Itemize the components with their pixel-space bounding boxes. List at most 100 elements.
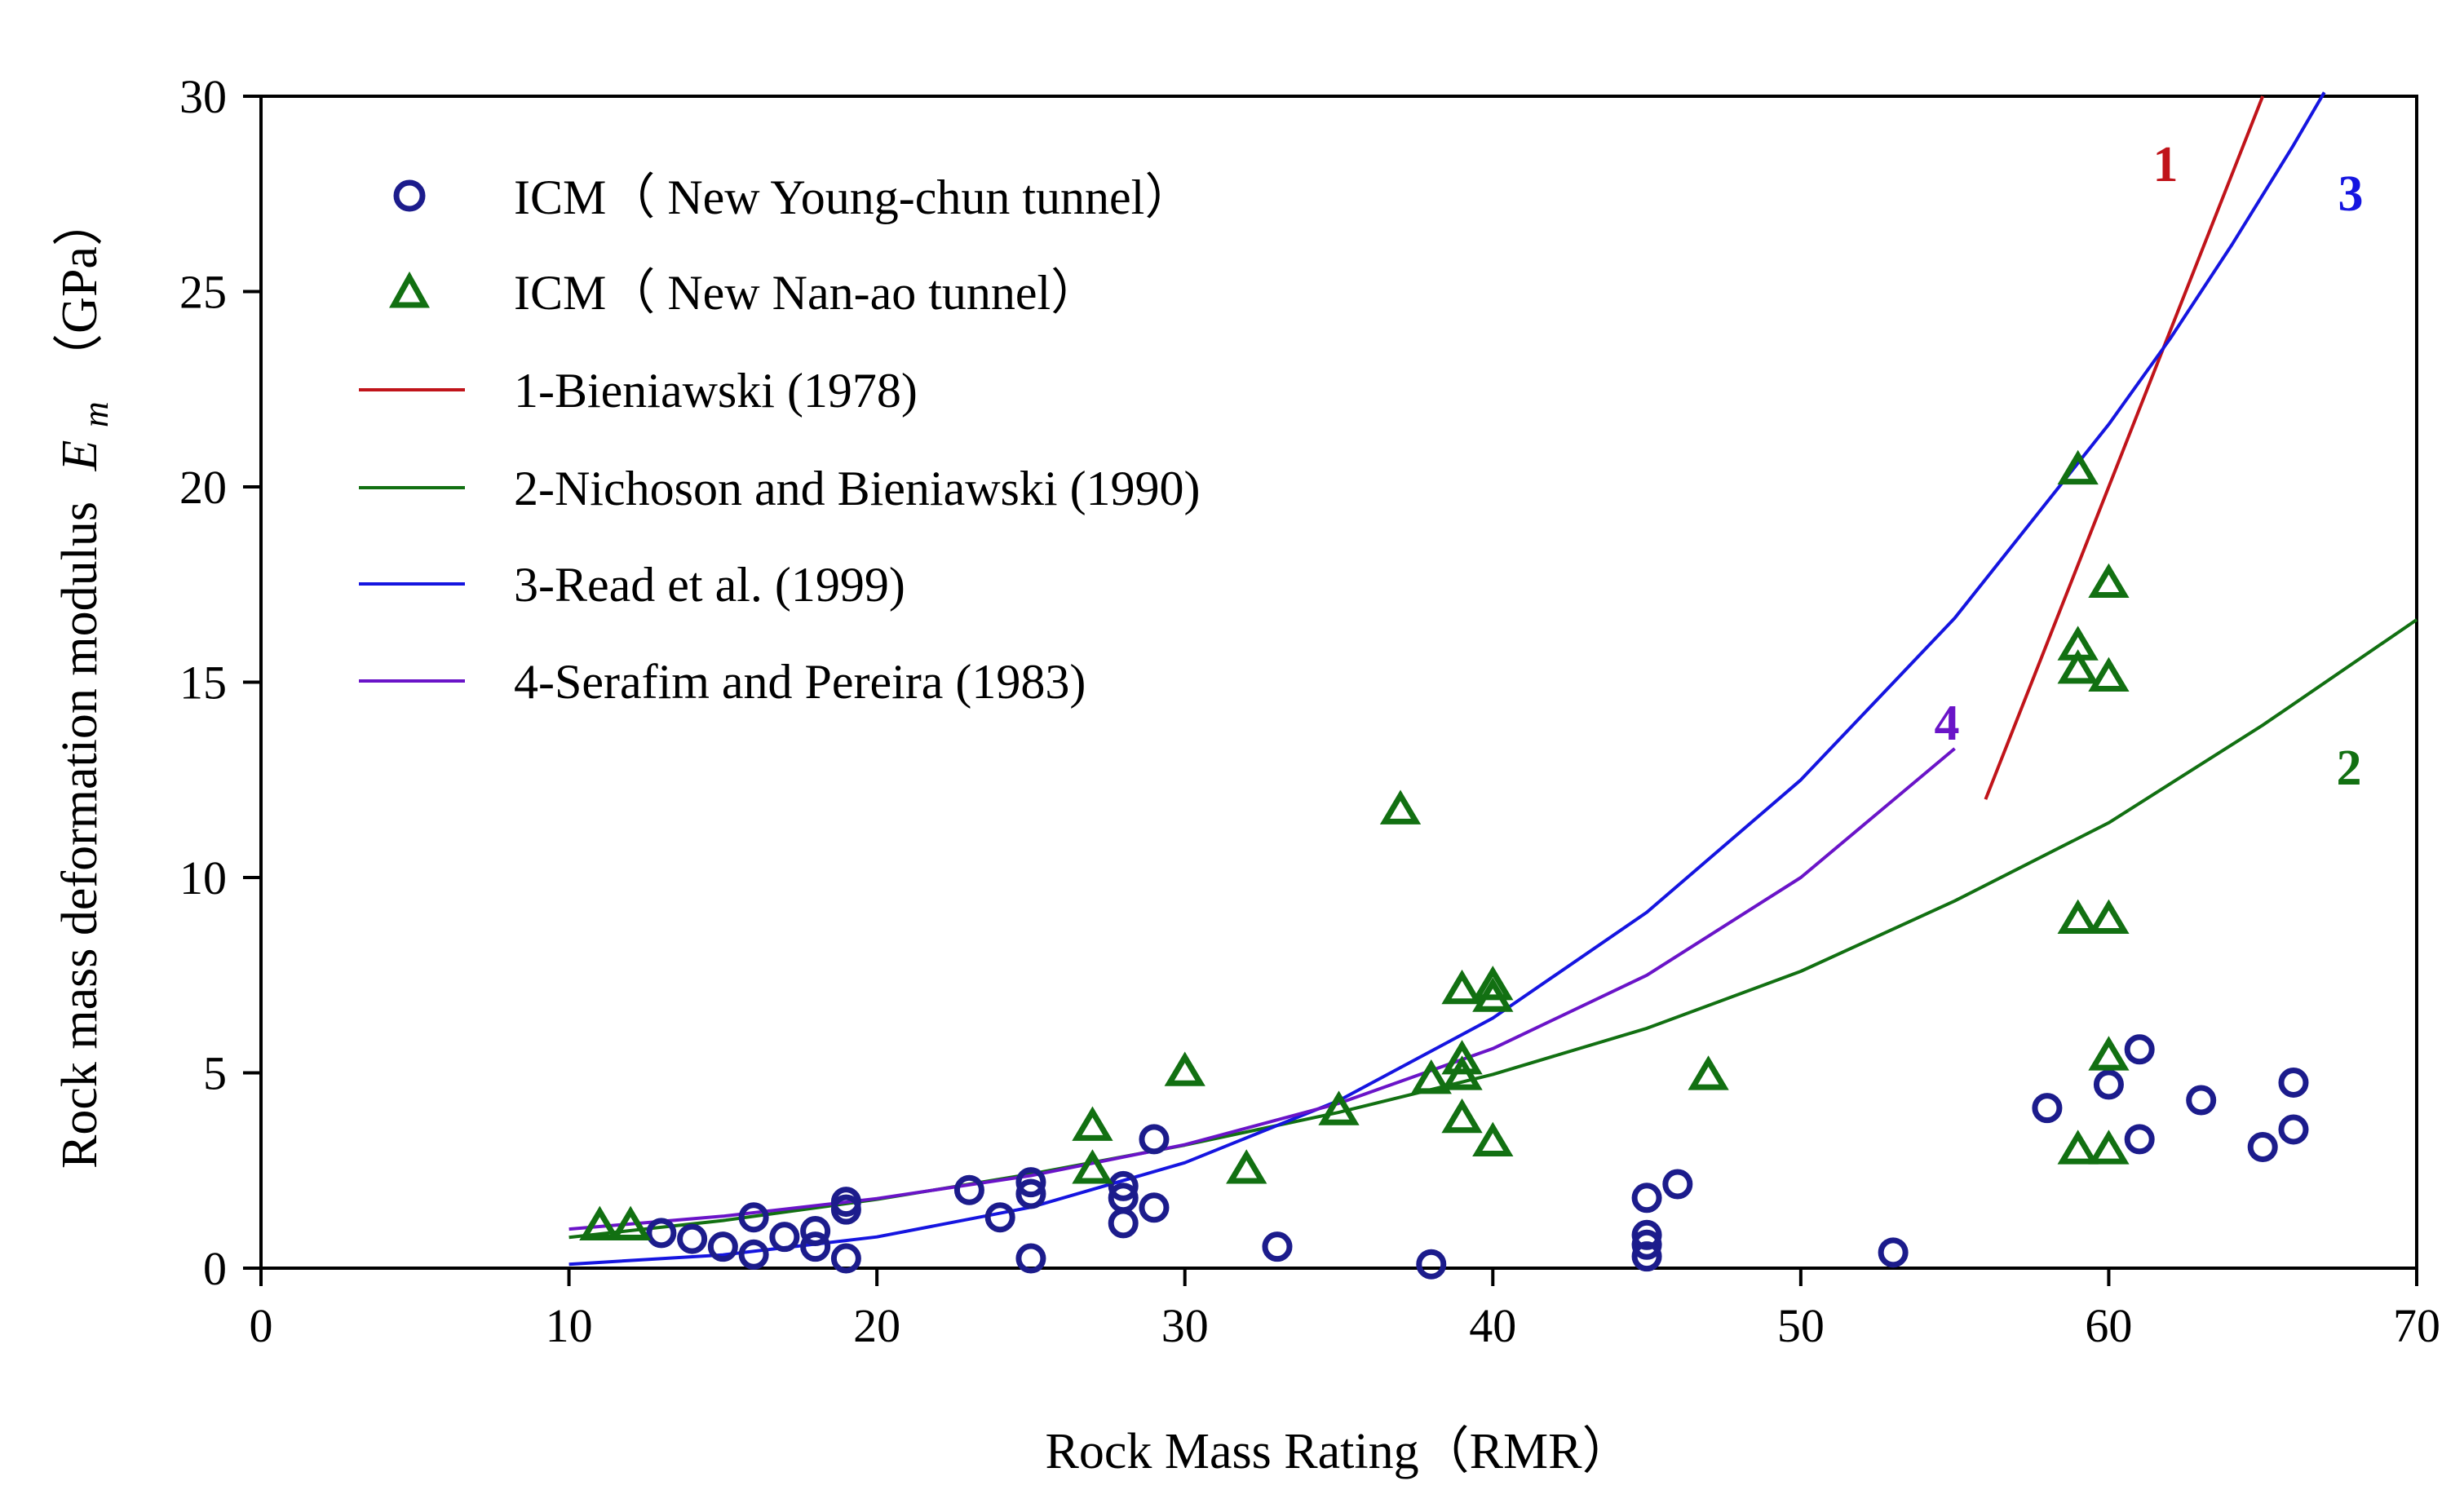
y-tick-label: 25 (179, 266, 227, 319)
data-point-young-chun (677, 1223, 708, 1254)
curve-4 (568, 747, 1956, 1231)
data-point-young-chun (1631, 1229, 1662, 1260)
data-point-young-chun (1662, 1169, 1693, 1200)
y-axis-title-unit: （GPa） (52, 196, 108, 384)
data-point-young-chun (830, 1243, 861, 1274)
legend-label-serafim: 4-Serafim and Pereira (1983) (514, 655, 1086, 709)
data-point-young-chun (2278, 1114, 2309, 1145)
data-point-nan-ao (1441, 1098, 1483, 1134)
data-point-young-chun (800, 1231, 831, 1262)
data-point-young-chun (738, 1202, 769, 1233)
data-point-nan-ao (1410, 1059, 1452, 1094)
x-tick-label: 60 (2085, 1299, 2132, 1352)
curve-label-1: 1 (2153, 137, 2179, 192)
curve-label-2: 2 (2337, 741, 2362, 796)
data-point-nan-ao (1441, 969, 1483, 1005)
legend: ICM（ New Young-chun tunnel） ICM（ New Nan… (359, 170, 1201, 709)
y-tick-label: 30 (179, 70, 227, 123)
data-point-nan-ao (2088, 1130, 2130, 1165)
x-tick-label: 50 (1777, 1299, 1825, 1352)
y-tick-label: 5 (203, 1047, 227, 1100)
y-axis-title-text: Rock mass deformation modulus (52, 502, 108, 1169)
data-point-nan-ao (1318, 1090, 1360, 1125)
curve-layer (568, 91, 2418, 1267)
data-point-young-chun (1108, 1170, 1139, 1201)
x-tick-label: 30 (1161, 1299, 1209, 1352)
data-point-nan-ao (1441, 1040, 1483, 1075)
data-point-nan-ao (2088, 657, 2130, 692)
data-point-young-chun (2093, 1069, 2124, 1100)
legend-label-young-chun: ICM（ New Young-chun tunnel） (514, 170, 1193, 224)
data-point-young-chun (738, 1239, 769, 1270)
legend-label-nichoson: 2-Nichoson and Bieniawski (1990) (514, 462, 1201, 515)
data-point-young-chun (2186, 1085, 2217, 1116)
data-point-nan-ao (1472, 1121, 1514, 1157)
data-point-young-chun (953, 1174, 984, 1205)
data-point-nan-ao (1072, 1149, 1113, 1184)
y-tick-label: 15 (179, 657, 227, 710)
curve-number-labels: 1 2 3 4 (1935, 137, 2364, 796)
data-point-young-chun (984, 1202, 1015, 1233)
data-point-young-chun (2247, 1132, 2278, 1163)
data-point-young-chun (2124, 1124, 2155, 1155)
data-point-nan-ao (2057, 649, 2099, 684)
data-point-nan-ao (2088, 563, 2130, 599)
x-tick-label: 20 (853, 1299, 900, 1352)
data-point-young-chun (2032, 1093, 2063, 1124)
scatter-layer (579, 449, 2309, 1280)
data-point-nan-ao (1379, 789, 1422, 825)
curve-label-4: 4 (1935, 696, 1960, 751)
data-point-young-chun (1416, 1249, 1447, 1280)
x-axis-title: Rock Mass Rating（RMR） (1046, 1424, 1633, 1479)
y-tick-label: 0 (203, 1242, 227, 1295)
data-point-nan-ao (1472, 966, 1514, 1001)
data-point-nan-ao (1688, 1055, 1729, 1090)
curve-3 (568, 91, 2326, 1267)
y-axis-title-symbol: E (52, 440, 108, 472)
data-point-nan-ao (2057, 899, 2099, 934)
data-point-young-chun (1139, 1124, 1170, 1155)
data-point-young-chun (1108, 1208, 1139, 1239)
data-point-young-chun (1631, 1183, 1662, 1214)
data-point-nan-ao (579, 1205, 621, 1241)
legend-marker-nan-ao (389, 271, 430, 308)
data-point-young-chun (800, 1215, 831, 1246)
x-tick-label: 0 (250, 1299, 273, 1352)
legend-label-nan-ao: ICM（ New Nan-ao tunnel） (514, 266, 1099, 320)
data-point-young-chun (830, 1194, 861, 1225)
data-point-young-chun (707, 1231, 738, 1262)
data-point-nan-ao (1072, 1106, 1113, 1141)
data-point-nan-ao (2088, 899, 2130, 934)
data-point-young-chun (769, 1222, 800, 1253)
x-tick-label: 10 (546, 1299, 593, 1352)
data-point-nan-ao (2088, 1036, 2130, 1071)
data-point-young-chun (1015, 1243, 1046, 1274)
y-tick-label: 10 (179, 851, 227, 904)
legend-marker-young-chun (393, 179, 426, 212)
y-axis-title-subscript: m (76, 401, 116, 427)
legend-label-read: 3-Read et al. (1999) (514, 558, 905, 612)
data-point-young-chun (1631, 1219, 1662, 1250)
data-point-nan-ao (1164, 1051, 1205, 1086)
data-point-young-chun (1631, 1241, 1662, 1272)
data-point-young-chun (646, 1218, 677, 1249)
data-point-young-chun (1015, 1178, 1046, 1209)
data-point-nan-ao (1472, 977, 1514, 1012)
y-tick-label: 20 (179, 461, 227, 514)
data-point-young-chun (1139, 1192, 1170, 1223)
x-tick-label: 70 (2393, 1299, 2440, 1352)
data-point-young-chun (2278, 1067, 2309, 1098)
x-tick-label: 40 (1469, 1299, 1516, 1352)
axis-ticks: 0 10 20 30 40 50 60 70 0 5 10 15 20 25 30 (179, 70, 2440, 1352)
curve-1 (1984, 95, 2265, 800)
legend-label-bieniawski: 1-Bieniawski (1978) (514, 364, 918, 418)
data-point-young-chun (2124, 1034, 2155, 1065)
data-point-young-chun (1262, 1231, 1293, 1262)
data-point-young-chun (1878, 1237, 1909, 1268)
data-point-nan-ao (2057, 1130, 2099, 1165)
curve-label-3: 3 (2338, 166, 2364, 222)
data-point-nan-ao (1226, 1149, 1267, 1184)
data-point-nan-ao (609, 1205, 652, 1241)
